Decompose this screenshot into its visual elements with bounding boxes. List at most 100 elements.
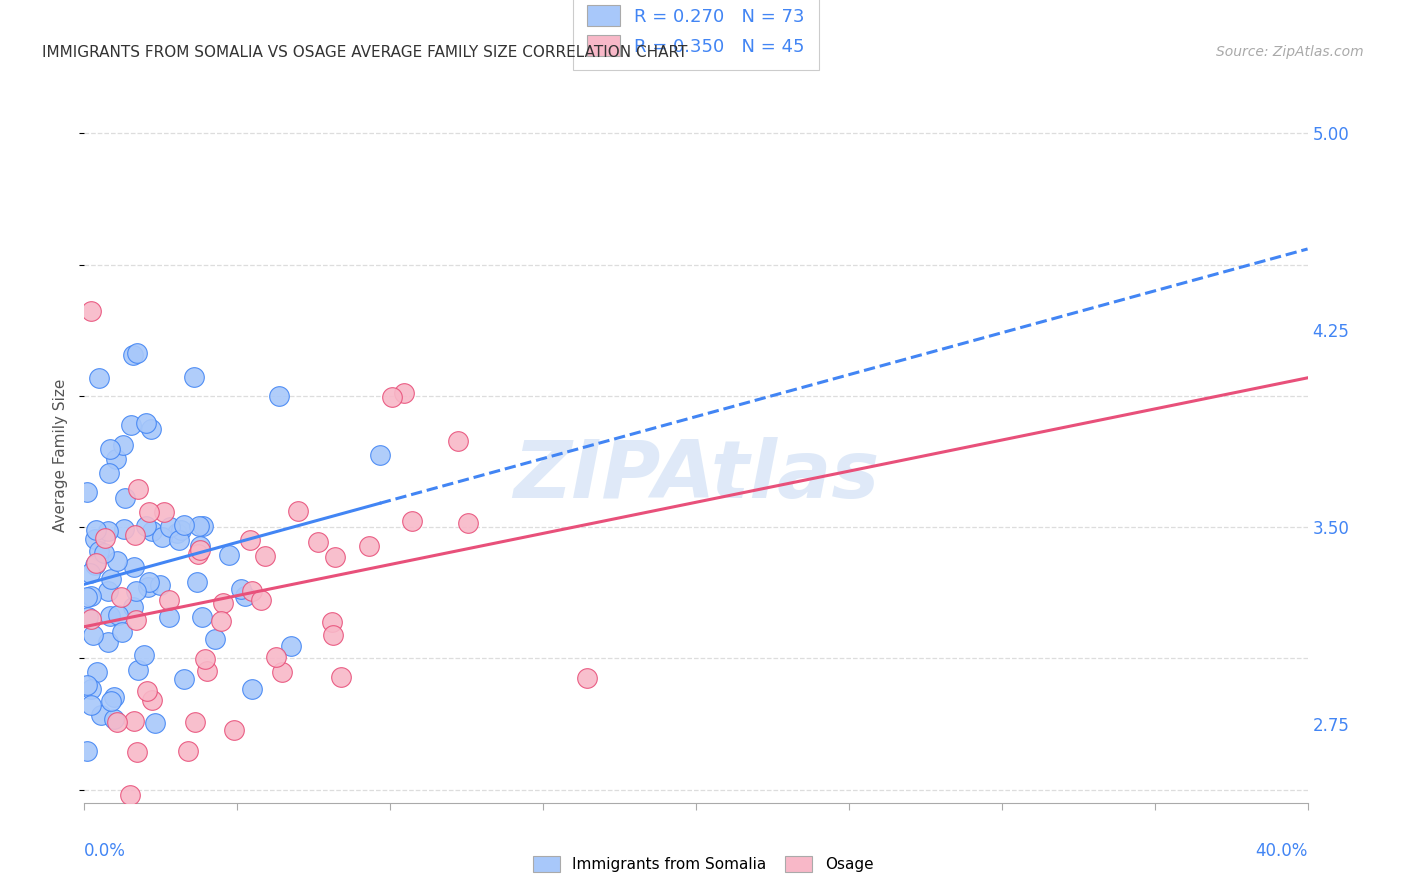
Point [169,523,191,537]
Legend: R = 0.270   N = 73, R = 0.350   N = 45: R = 0.270 N = 73, R = 0.350 N = 45 [572,0,820,70]
Point [107,714,129,729]
Point [253,549,276,564]
Point [76,744,98,758]
Point [239,533,262,547]
Point [103,690,125,705]
Point [98,609,121,624]
Point [111,624,134,639]
Y-axis label: Average Family Size: Average Family Size [53,378,69,532]
Point [218,549,240,563]
Point [235,589,257,603]
Point [149,577,172,591]
Point [120,788,142,802]
Point [136,580,159,594]
Point [188,543,211,558]
Point [125,745,148,759]
Point [186,574,208,589]
Point [94,531,117,545]
Point [141,692,163,706]
Point [89,544,111,558]
Point [271,665,294,679]
Point [138,574,160,589]
Point [122,560,145,574]
Point [195,664,218,678]
Point [392,385,415,400]
Point [124,528,146,542]
Point [204,632,226,646]
Point [231,582,253,597]
Point [89,370,111,384]
Point [76,484,98,499]
Point [157,609,180,624]
Point [97,634,120,648]
Point [84,556,107,570]
Point [134,648,156,663]
Point [76,610,98,624]
Point [159,519,181,533]
Legend: Immigrants from Somalia, Osage: Immigrants from Somalia, Osage [524,848,882,880]
Point [576,671,599,685]
Point [79,303,101,318]
Point [187,547,209,561]
Point [125,346,148,360]
Point [264,649,287,664]
Point [125,584,148,599]
Point [97,584,120,599]
Point [97,466,120,480]
Point [242,681,264,696]
Point [188,539,211,553]
Point [173,673,195,687]
Point [191,609,214,624]
Point [191,518,214,533]
Point [167,533,190,547]
Point [127,664,149,678]
Point [80,698,103,712]
Point [153,505,176,519]
Point [138,505,160,519]
Point [107,607,129,622]
Point [280,639,302,653]
Point [447,434,470,448]
Point [90,708,112,723]
Point [112,522,135,536]
Point [120,418,142,433]
Point [111,438,134,452]
Point [173,517,195,532]
Point [105,554,128,568]
Point [93,546,115,560]
Point [125,613,148,627]
Point [143,716,166,731]
Text: Source: ZipAtlas.com: Source: ZipAtlas.com [1216,45,1364,59]
Point [183,370,205,384]
Point [322,628,344,642]
Point [79,612,101,626]
Point [86,523,108,537]
Point [211,615,233,629]
Point [457,516,479,530]
Point [110,590,132,604]
Point [212,596,235,610]
Point [141,524,163,539]
Point [121,600,143,615]
Point [135,684,157,698]
Point [157,593,180,607]
Point [82,628,104,642]
Text: 40.0%: 40.0% [1256,842,1308,860]
Point [139,422,162,436]
Point [183,715,205,730]
Point [100,572,122,586]
Point [127,482,149,496]
Point [84,558,107,572]
Point [325,549,347,564]
Point [177,744,200,758]
Point [79,682,101,697]
Point [330,670,353,684]
Point [104,452,127,467]
Text: 0.0%: 0.0% [84,842,127,860]
Point [193,652,215,666]
Point [240,584,263,599]
Text: IMMIGRANTS FROM SOMALIA VS OSAGE AVERAGE FAMILY SIZE CORRELATION CHART: IMMIGRANTS FROM SOMALIA VS OSAGE AVERAGE… [42,45,688,60]
Point [368,448,391,462]
Point [114,491,136,505]
Point [401,514,423,528]
